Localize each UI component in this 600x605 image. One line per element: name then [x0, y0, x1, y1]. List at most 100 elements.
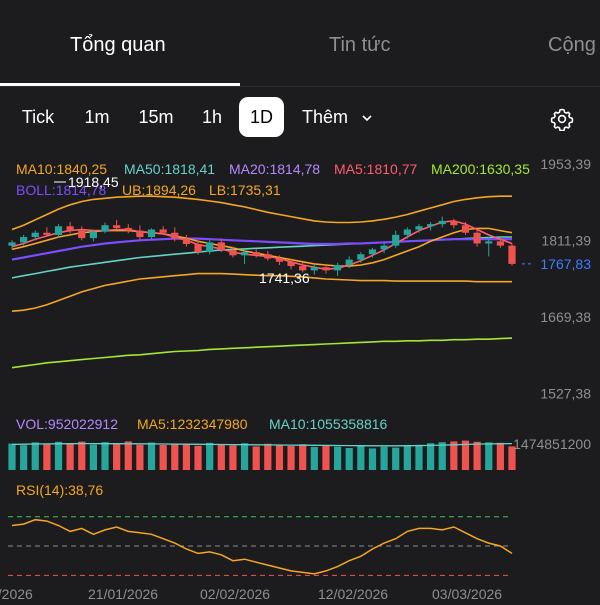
active-tab-indicator: [0, 83, 240, 86]
tab-news[interactable]: Tin tức: [329, 34, 391, 56]
volume-bar: [473, 441, 481, 470]
volume-bar: [159, 445, 167, 470]
ma10-label: MA10:1840,25: [16, 161, 107, 177]
candle-body: [299, 266, 307, 271]
candle-body: [461, 225, 470, 233]
candle-body: [508, 245, 516, 264]
volume-ma10-label: MA10:1055358816: [269, 416, 388, 432]
candle-body: [264, 254, 272, 259]
rsi-line: [11, 518, 513, 575]
more-label: Thêm: [302, 107, 349, 127]
volume-ma10-line: [11, 442, 513, 447]
volume-bar: [438, 442, 446, 470]
ma200-label: MA200:1630,35: [431, 161, 530, 177]
price-axis-tick: 1527,38: [540, 385, 591, 401]
ma20-label: MA20:1814,78: [229, 161, 320, 177]
candle-body: [20, 237, 28, 243]
timeframe-1d[interactable]: 1D: [239, 97, 284, 137]
candle-body: [229, 249, 237, 256]
volume-bar: [427, 443, 435, 470]
gear-icon[interactable]: [550, 107, 574, 132]
timeframe-15m[interactable]: 15m: [138, 107, 174, 127]
date-axis-tick: 21/01/2026: [88, 586, 158, 600]
volume-bar: [310, 447, 318, 470]
volume-bar: [31, 442, 39, 470]
volume-bar: [194, 445, 202, 470]
candle-body: [345, 259, 353, 265]
timeframe-1m[interactable]: 1m: [84, 107, 110, 127]
candle-body: [124, 227, 132, 231]
ma50-label: MA50:1818,41: [124, 161, 215, 177]
timeframe-tick[interactable]: Tick: [21, 107, 55, 127]
candle-body: [275, 258, 284, 262]
volume-bar: [54, 441, 63, 470]
volume-bar: [182, 444, 191, 470]
volume-ma5-label: MA5:1232347980: [137, 416, 248, 432]
volume-bar: [124, 441, 132, 470]
lb-label: LB:1735,31: [209, 182, 281, 198]
candle-body: [78, 230, 86, 239]
top-tab-bar: Tổng quan Tin tức Cộng: [0, 0, 600, 87]
volume-bar: [508, 446, 516, 470]
volume-bar: [147, 442, 156, 470]
chart-canvas[interactable]: 1953,39 1811,39 1669,38 1527,38 1767,83 1/20…: [0, 150, 600, 602]
volume-bar: [43, 444, 51, 470]
low-annotation: 1741,36: [259, 270, 310, 286]
candle-body: [206, 242, 214, 253]
volume-bar: [287, 446, 295, 470]
high-annotation: 1918,45: [68, 174, 119, 190]
candle-body: [147, 229, 156, 238]
volume-bar: [8, 443, 16, 470]
date-axis-tick: 03/03/2026: [432, 586, 502, 600]
candle-body: [427, 224, 435, 227]
candle-body: [415, 226, 423, 230]
more-timeframes-button[interactable]: Thêm: [302, 97, 373, 137]
volume-bar: [368, 448, 377, 470]
date-axis-tick: 12/02/2026: [318, 586, 388, 600]
candle-body: [450, 220, 458, 226]
candle-body: [403, 229, 411, 235]
candle-body: [438, 220, 446, 225]
volume-axis-label: 1474851200: [513, 436, 591, 452]
last-price-label: 1767,83: [540, 256, 591, 272]
volume-bar: [66, 443, 74, 470]
rsi-label: RSI(14):38,76: [16, 482, 103, 498]
boll-label: BOLL:1814,78: [16, 182, 107, 198]
volume-bar: [299, 444, 307, 470]
volume-bar: [357, 445, 365, 470]
candle-body: [368, 249, 377, 255]
candle-body: [485, 241, 493, 244]
volume-bar: [252, 446, 260, 470]
candle-body: [473, 232, 481, 244]
volume-bar: [113, 444, 121, 470]
volume-bar: [171, 443, 179, 470]
boll-upper-band-line: [11, 195, 512, 231]
volume-bar: [136, 444, 144, 470]
volume-bar: [380, 446, 388, 470]
price-axis-tick: 1811,39: [541, 233, 591, 249]
volume-bar: [240, 443, 249, 470]
candle-body: [8, 242, 16, 246]
candle-body: [182, 238, 191, 245]
ma5-label: MA5:1810,77: [334, 161, 417, 177]
boll-middle-line: [11, 237, 512, 261]
tab-community[interactable]: Cộng: [548, 34, 596, 56]
candle-body: [310, 267, 318, 271]
chevron-down-icon: [361, 98, 373, 138]
volume-bar: [89, 444, 97, 470]
volume-bar: [392, 447, 400, 470]
volume-bar: [275, 444, 284, 470]
price-axis-tick: 1953,39: [540, 156, 591, 172]
timeframe-1h[interactable]: 1h: [201, 107, 223, 127]
volume-bar: [461, 440, 470, 470]
volume-bar: [217, 444, 225, 470]
candle-body: [357, 254, 365, 260]
ma10-line: [11, 227, 513, 267]
candle-body: [66, 226, 74, 231]
candle-body: [31, 232, 39, 238]
candle-body: [159, 229, 167, 233]
stock-chart[interactable]: 1953,39 1811,39 1669,38 1527,38 1767,83 1/20…: [0, 150, 600, 602]
boll-lower-band-line: [11, 272, 512, 312]
candle-body: [240, 252, 249, 256]
tab-overview[interactable]: Tổng quan: [70, 34, 166, 56]
